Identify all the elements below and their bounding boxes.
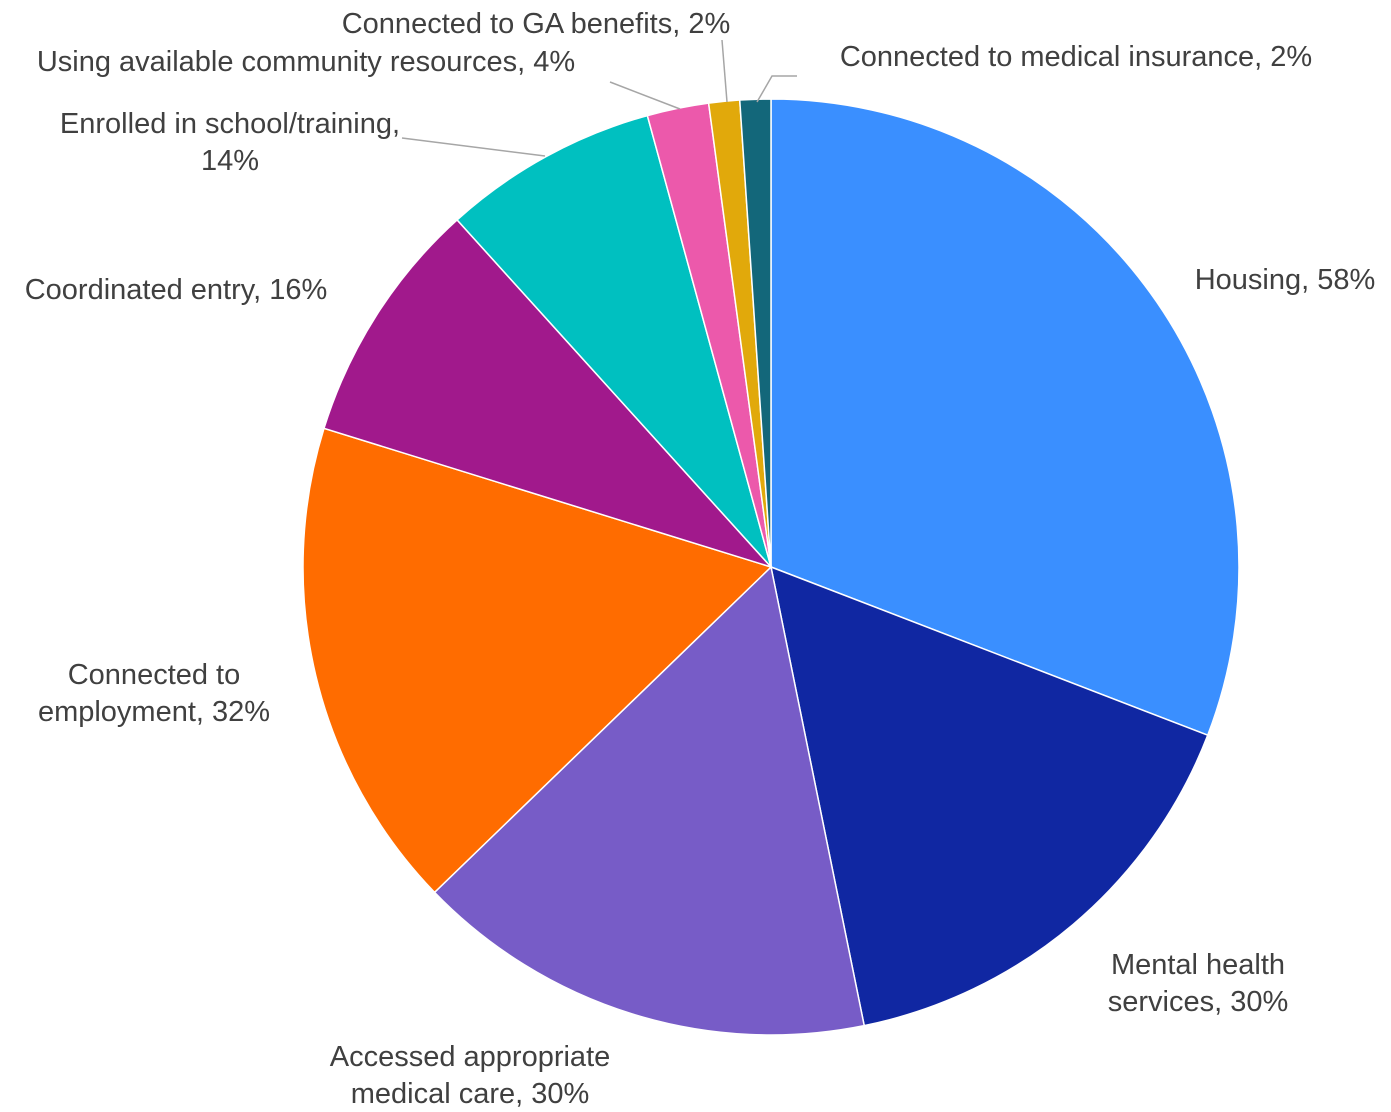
- pie-slice-2: [433, 565, 866, 1036]
- slice-label-employment: Connected to employment, 32%: [38, 659, 270, 728]
- slice-label-medical-care: Accessed appropriate medical care, 30%: [330, 1041, 611, 1110]
- slice-label-ga-benefits: Connected to GA benefits, 2%: [342, 8, 731, 40]
- pie-slice-1: [769, 565, 1209, 1027]
- pie-slice-4: [323, 218, 774, 569]
- slice-label-coordinated-entry: Coordinated entry, 16%: [25, 274, 328, 306]
- slice-label-line-2: 14%: [201, 145, 259, 177]
- pie-slice-0: [770, 98, 1240, 737]
- slice-label-line-2: employment, 32%: [38, 696, 270, 728]
- slice-labels: Housing, 58% Mental health services, 30% …: [25, 8, 1376, 1110]
- slice-label-housing: Housing, 58%: [1195, 264, 1376, 296]
- leader-lines: [401, 39, 797, 157]
- slice-label-community: Using available community resources, 4%: [37, 46, 575, 78]
- pie-slice-3: [302, 427, 773, 894]
- slice-label-insurance: Connected to medical insurance, 2%: [840, 41, 1312, 73]
- pie-slice-5: [456, 114, 772, 568]
- leader-line-school: [401, 137, 546, 157]
- slice-label-line-2: medical care, 30%: [351, 1078, 590, 1110]
- pie-slice-8: [738, 98, 772, 568]
- slice-label-school: Enrolled in school/training, 14%: [60, 108, 400, 177]
- slice-label-line-2: services, 30%: [1108, 986, 1289, 1018]
- leader-line-ga-benefits: [721, 39, 728, 103]
- pie-slices: [302, 98, 1240, 1036]
- leader-line-community: [609, 81, 681, 110]
- slice-label-mental-health: Mental health services, 30%: [1108, 949, 1289, 1018]
- leader-line-insurance: [756, 75, 797, 103]
